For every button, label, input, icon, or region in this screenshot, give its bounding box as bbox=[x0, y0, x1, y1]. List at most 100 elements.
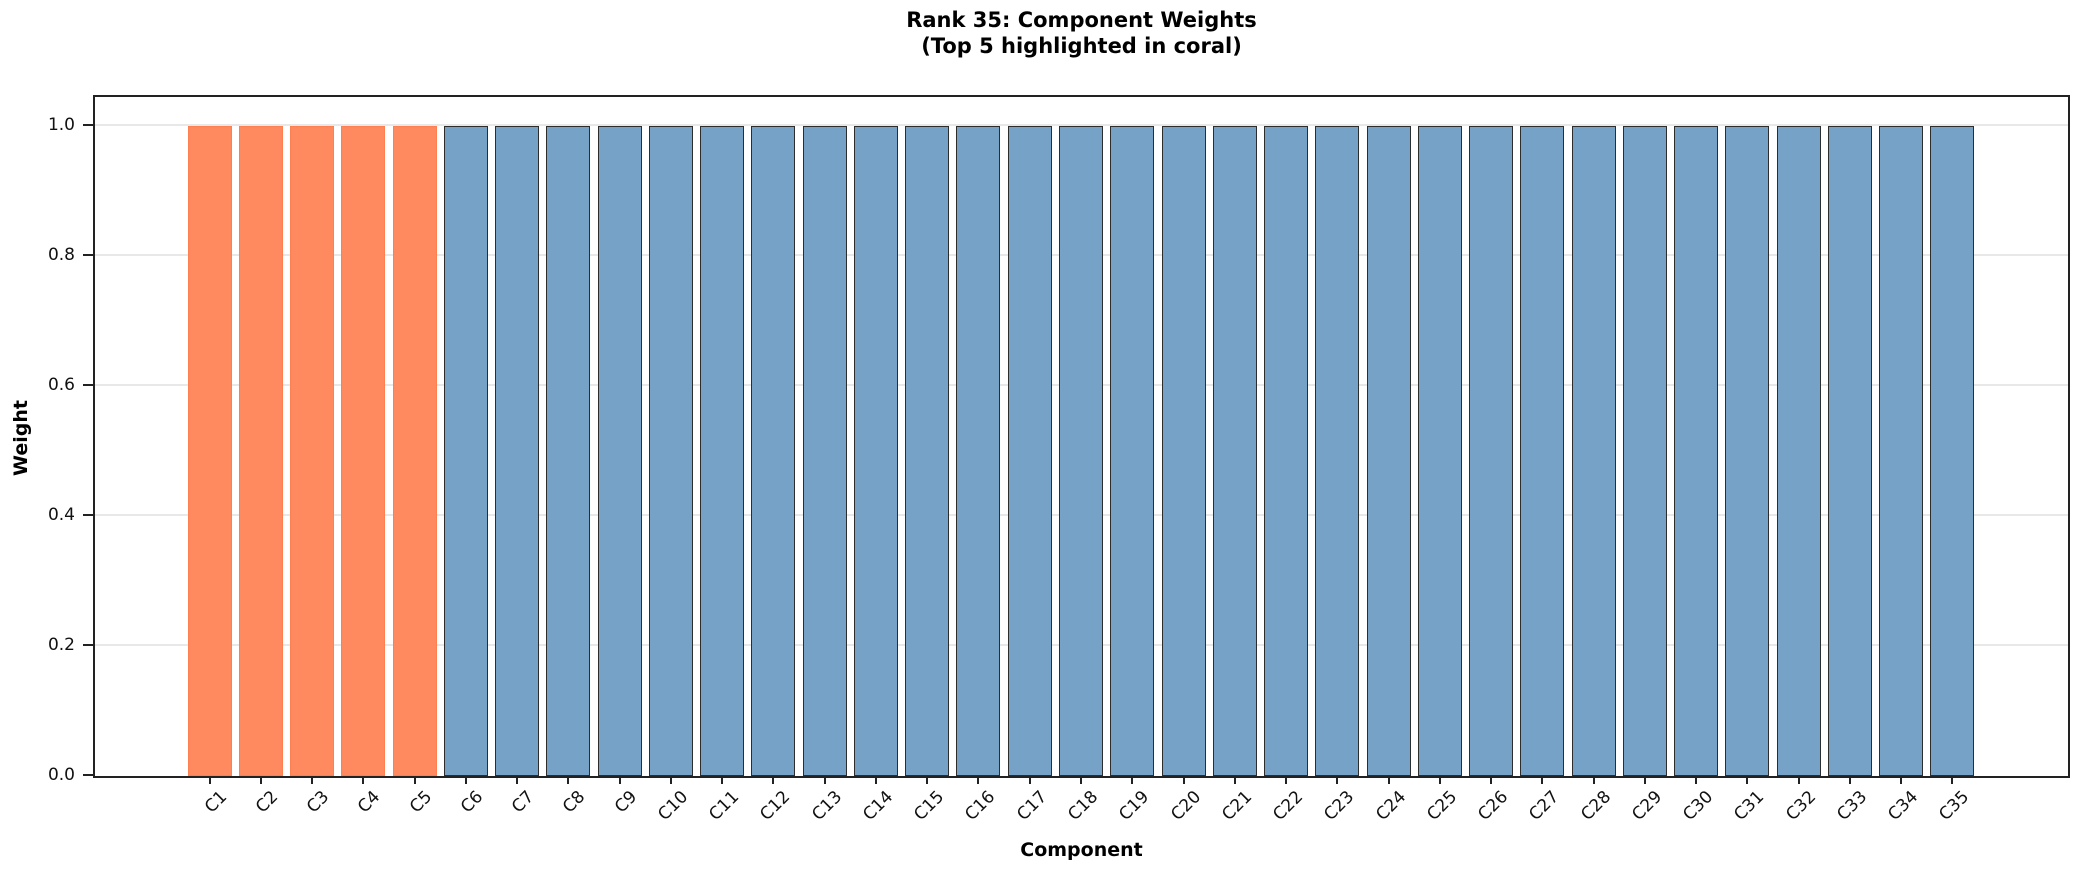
x-tick-mark bbox=[1541, 775, 1544, 784]
x-tick-label-C26: C26 bbox=[1474, 787, 1513, 825]
x-tick-label-C27: C27 bbox=[1525, 787, 1564, 825]
y-tick-mark bbox=[83, 254, 93, 256]
bar-C8 bbox=[546, 126, 591, 776]
x-axis-label: Component bbox=[1020, 839, 1143, 861]
x-tick-mark bbox=[1028, 775, 1031, 784]
bar-C1 bbox=[187, 126, 232, 776]
bar-C7 bbox=[495, 126, 540, 776]
x-tick-mark bbox=[1438, 775, 1441, 784]
bar-C12 bbox=[751, 126, 796, 776]
x-tick-label-C22: C22 bbox=[1269, 787, 1308, 825]
bar-C21 bbox=[1212, 126, 1257, 776]
bar-C9 bbox=[597, 126, 642, 776]
x-tick-label-C35: C35 bbox=[1935, 787, 1974, 825]
x-tick-mark bbox=[1695, 775, 1698, 784]
x-tick-mark bbox=[1336, 775, 1339, 784]
x-tick-mark bbox=[1233, 775, 1236, 784]
x-tick-label-C8: C8 bbox=[559, 787, 590, 818]
x-tick-label-C33: C33 bbox=[1833, 787, 1871, 825]
y-tick-mark bbox=[83, 644, 93, 646]
y-tick-label: 0.6 bbox=[47, 375, 75, 395]
bar-C23 bbox=[1315, 126, 1360, 776]
x-tick-label-C7: C7 bbox=[508, 787, 539, 818]
bar-C15 bbox=[905, 126, 950, 776]
x-tick-label-C28: C28 bbox=[1576, 787, 1615, 825]
x-tick-mark bbox=[1746, 775, 1749, 784]
y-tick-label: 0.4 bbox=[47, 505, 75, 525]
x-tick-label-C32: C32 bbox=[1781, 787, 1820, 825]
x-tick-label-C16: C16 bbox=[961, 787, 1000, 825]
bar-C26 bbox=[1469, 126, 1514, 776]
x-tick-mark bbox=[1900, 775, 1903, 784]
x-tick-mark bbox=[1182, 775, 1185, 784]
x-tick-mark bbox=[1387, 775, 1390, 784]
x-tick-mark bbox=[1285, 775, 1288, 784]
x-tick-label-C3: C3 bbox=[303, 787, 334, 818]
x-tick-label-C23: C23 bbox=[1320, 787, 1359, 825]
x-tick-mark bbox=[618, 775, 621, 784]
bar-C16 bbox=[956, 126, 1001, 776]
x-tick-label-C24: C24 bbox=[1371, 787, 1410, 825]
gridline-y-1 bbox=[95, 124, 2068, 126]
x-tick-label-C11: C11 bbox=[705, 787, 744, 825]
y-tick-label: 0.2 bbox=[47, 635, 75, 655]
x-tick-mark bbox=[721, 775, 724, 784]
x-tick-label-C6: C6 bbox=[456, 787, 488, 818]
x-tick-label-C19: C19 bbox=[1115, 787, 1154, 825]
y-tick-mark bbox=[83, 384, 93, 386]
bar-C29 bbox=[1622, 126, 1667, 776]
x-tick-label-C30: C30 bbox=[1679, 787, 1718, 825]
bar-C24 bbox=[1366, 126, 1411, 776]
x-tick-mark bbox=[1951, 775, 1954, 784]
chart-title: Rank 35: Component Weights (Top 5 highli… bbox=[93, 7, 2070, 59]
plot-inner: 0.0 0.2 0.4 0.6 0.8 1.0 C1 C2 C3 C4 C5 C6 C7 C8 C9 C10 C… bbox=[48, 97, 2068, 825]
x-tick-label-C25: C25 bbox=[1423, 787, 1461, 825]
x-tick-mark bbox=[259, 775, 262, 784]
y-tick-mark bbox=[83, 774, 93, 776]
x-tick-mark bbox=[823, 775, 826, 784]
x-tick-label-C10: C10 bbox=[654, 787, 693, 825]
y-tick-label: 1.0 bbox=[47, 115, 75, 135]
bar-C34 bbox=[1879, 126, 1924, 776]
bar-C31 bbox=[1725, 126, 1770, 776]
x-tick-mark bbox=[1848, 775, 1851, 784]
x-tick-mark bbox=[1592, 775, 1595, 784]
x-tick-label-C34: C34 bbox=[1884, 787, 1923, 825]
y-tick-mark bbox=[83, 124, 93, 126]
bar-C35 bbox=[1930, 126, 1975, 776]
bar-C22 bbox=[1264, 126, 1309, 776]
x-tick-mark bbox=[1131, 775, 1134, 784]
bar-C4 bbox=[341, 126, 386, 776]
x-tick-label-C29: C29 bbox=[1628, 787, 1666, 825]
x-tick-label-C12: C12 bbox=[756, 787, 795, 825]
bar-C17 bbox=[1007, 126, 1052, 776]
bar-C19 bbox=[1110, 126, 1155, 776]
x-tick-mark bbox=[874, 775, 877, 784]
bar-C20 bbox=[1161, 126, 1206, 776]
x-tick-label-C20: C20 bbox=[1166, 787, 1205, 825]
bar-C13 bbox=[802, 126, 847, 776]
bar-C14 bbox=[853, 126, 898, 776]
bar-C28 bbox=[1571, 126, 1616, 776]
x-tick-label-C4: C4 bbox=[354, 787, 385, 818]
x-tick-mark bbox=[464, 775, 467, 784]
x-tick-label-C1: C1 bbox=[200, 787, 231, 818]
x-tick-mark bbox=[977, 775, 980, 784]
x-tick-mark bbox=[1490, 775, 1493, 784]
x-tick-label-C9: C9 bbox=[610, 787, 641, 818]
bar-C32 bbox=[1776, 126, 1821, 776]
x-tick-label-C21: C21 bbox=[1218, 787, 1256, 825]
bar-C2 bbox=[238, 126, 283, 776]
x-tick-label-C31: C31 bbox=[1730, 787, 1769, 825]
bar-C5 bbox=[392, 126, 437, 776]
x-tick-label-C18: C18 bbox=[1064, 787, 1103, 825]
x-tick-label-C14: C14 bbox=[859, 787, 898, 825]
x-tick-mark bbox=[772, 775, 775, 784]
bar-C33 bbox=[1827, 126, 1872, 776]
x-tick-mark bbox=[1080, 775, 1082, 784]
bar-C11 bbox=[700, 126, 745, 776]
x-tick-label-C13: C13 bbox=[808, 787, 846, 825]
bar-C25 bbox=[1417, 126, 1462, 776]
x-tick-mark bbox=[311, 775, 314, 784]
